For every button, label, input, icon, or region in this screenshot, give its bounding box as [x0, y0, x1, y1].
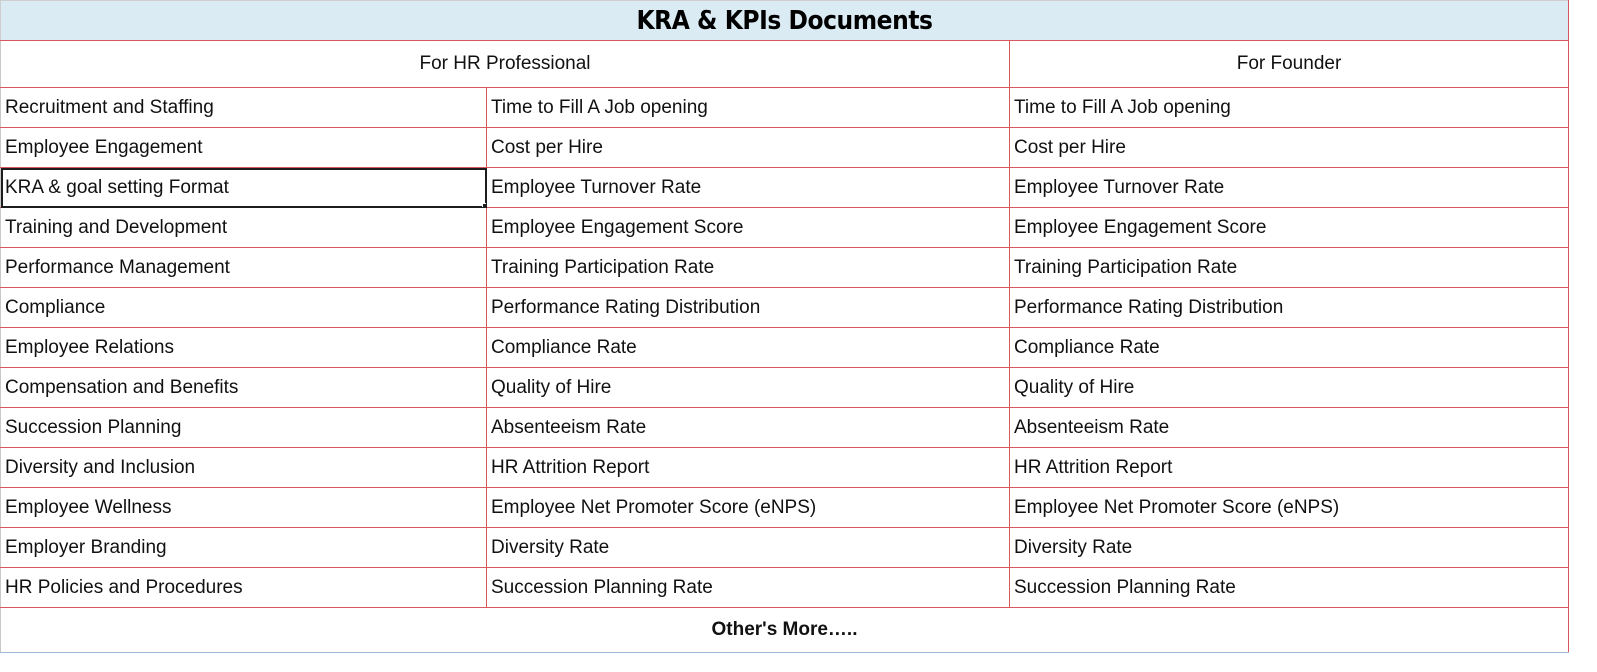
cell-kra-area[interactable]: Compliance: [0, 287, 487, 328]
table-row: Diversity and Inclusion HR Attrition Repo…: [0, 447, 1570, 488]
title-cell[interactable]: KRA & KPIs Documents: [0, 0, 1570, 41]
cell-kra-area[interactable]: Employer Branding: [0, 527, 487, 568]
cell-hr-kpi[interactable]: Employee Turnover Rate: [486, 167, 1010, 208]
cell-kra-area[interactable]: HR Policies and Procedures: [0, 567, 487, 608]
footer-cell[interactable]: Other's More…..: [0, 607, 1570, 653]
cell-hr-kpi[interactable]: Compliance Rate: [486, 327, 1010, 368]
cell-founder-kpi[interactable]: Employee Net Promoter Score (eNPS): [1008, 487, 1570, 528]
cell-founder-kpi[interactable]: HR Attrition Report: [1008, 447, 1570, 488]
table-row: Training and Development Employee Engagem…: [0, 207, 1570, 248]
table-row: KRA & goal setting Format Employee Turnov…: [0, 167, 1570, 208]
cell-founder-kpi[interactable]: Diversity Rate: [1008, 527, 1570, 568]
cell-kra-area[interactable]: KRA & goal setting Format: [0, 167, 487, 208]
cell-hr-kpi[interactable]: Succession Planning Rate: [486, 567, 1010, 608]
cell-hr-kpi[interactable]: Performance Rating Distribution: [486, 287, 1010, 328]
cell-founder-kpi[interactable]: Quality of Hire: [1008, 367, 1570, 408]
table-row: Employee Wellness Employee Net Promoter S…: [0, 487, 1570, 528]
table-row: Compensation and Benefits Quality of Hire…: [0, 367, 1570, 408]
cell-kra-area[interactable]: Employee Wellness: [0, 487, 487, 528]
cell-founder-kpi[interactable]: Time to Fill A Job opening: [1008, 87, 1570, 128]
cell-hr-kpi[interactable]: Time to Fill A Job opening: [486, 87, 1010, 128]
cell-kra-area[interactable]: Employee Relations: [0, 327, 487, 368]
cell-kra-area[interactable]: Recruitment and Staffing: [0, 87, 487, 128]
cell-hr-kpi[interactable]: Quality of Hire: [486, 367, 1010, 408]
sheet-title: KRA & KPIs Documents: [636, 5, 933, 36]
cell-founder-kpi[interactable]: Performance Rating Distribution: [1008, 287, 1570, 328]
header-hr-professional[interactable]: For HR Professional: [0, 40, 1010, 88]
cell-kra-area[interactable]: Diversity and Inclusion: [0, 447, 487, 488]
cell-hr-kpi[interactable]: HR Attrition Report: [486, 447, 1010, 488]
title-row: KRA & KPIs Documents: [0, 0, 1570, 41]
cell-founder-kpi[interactable]: Absenteeism Rate: [1008, 407, 1570, 448]
table-row: Employee Engagement Cost per Hire Cost per…: [0, 127, 1570, 168]
table-row: Employee Relations Compliance Rate Complia…: [0, 327, 1570, 368]
cell-kra-area[interactable]: Employee Engagement: [0, 127, 487, 168]
cell-hr-kpi[interactable]: Absenteeism Rate: [486, 407, 1010, 448]
cell-hr-kpi[interactable]: Training Participation Rate: [486, 247, 1010, 288]
cell-kra-area[interactable]: Compensation and Benefits: [0, 367, 487, 408]
cell-kra-area[interactable]: Succession Planning: [0, 407, 487, 448]
cell-founder-kpi[interactable]: Compliance Rate: [1008, 327, 1570, 368]
table-row: HR Policies and Procedures Succession Pla…: [0, 567, 1570, 608]
table-row: Compliance Performance Rating Distributio…: [0, 287, 1570, 328]
cell-hr-kpi[interactable]: Diversity Rate: [486, 527, 1010, 568]
cell-hr-kpi[interactable]: Employee Engagement Score: [486, 207, 1010, 248]
cell-founder-kpi[interactable]: Succession Planning Rate: [1008, 567, 1570, 608]
cell-kra-area[interactable]: Performance Management: [0, 247, 487, 288]
cell-kra-area[interactable]: Training and Development: [0, 207, 487, 248]
table-row: Employer Branding Diversity Rate Diversity…: [0, 527, 1570, 568]
footer-row: Other's More…..: [0, 607, 1570, 653]
cell-founder-kpi[interactable]: Employee Turnover Rate: [1008, 167, 1570, 208]
cell-hr-kpi[interactable]: Employee Net Promoter Score (eNPS): [486, 487, 1010, 528]
cell-founder-kpi[interactable]: Cost per Hire: [1008, 127, 1570, 168]
table-row: Recruitment and Staffing Time to Fill A J…: [0, 87, 1570, 128]
kra-kpi-table: KRA & KPIs Documents For HR Professional…: [0, 0, 1570, 653]
header-founder[interactable]: For Founder: [1008, 40, 1570, 88]
table-row: Performance Management Training Participa…: [0, 247, 1570, 288]
cell-founder-kpi[interactable]: Employee Engagement Score: [1008, 207, 1570, 248]
header-row: For HR Professional For Founder: [0, 40, 1570, 88]
table-row: Succession Planning Absenteeism Rate Absen…: [0, 407, 1570, 448]
cell-hr-kpi[interactable]: Cost per Hire: [486, 127, 1010, 168]
cell-founder-kpi[interactable]: Training Participation Rate: [1008, 247, 1570, 288]
